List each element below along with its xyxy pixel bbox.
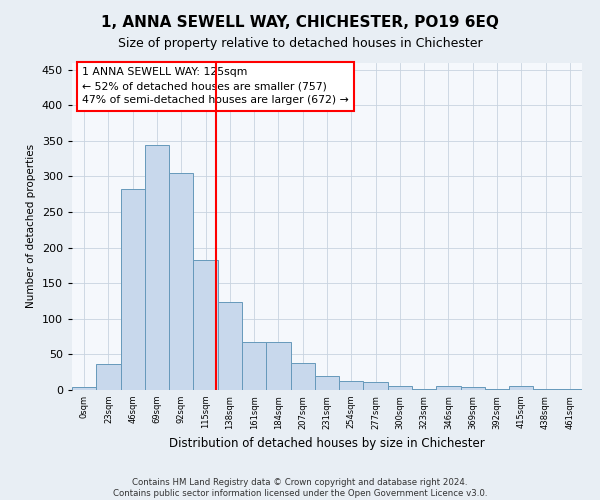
Bar	[193, 260, 218, 390]
Bar	[315, 376, 339, 390]
Bar	[339, 382, 364, 390]
Bar	[388, 386, 412, 390]
Bar	[461, 387, 485, 390]
Text: 1, ANNA SEWELL WAY, CHICHESTER, PO19 6EQ: 1, ANNA SEWELL WAY, CHICHESTER, PO19 6EQ	[101, 15, 499, 30]
Bar	[412, 388, 436, 390]
Bar	[218, 302, 242, 390]
Bar	[290, 363, 315, 390]
Bar	[121, 189, 145, 390]
Bar	[436, 386, 461, 390]
X-axis label: Distribution of detached houses by size in Chichester: Distribution of detached houses by size …	[169, 437, 485, 450]
Bar	[266, 342, 290, 390]
Bar	[509, 386, 533, 390]
Bar	[533, 388, 558, 390]
Text: Contains HM Land Registry data © Crown copyright and database right 2024.
Contai: Contains HM Land Registry data © Crown c…	[113, 478, 487, 498]
Bar	[485, 388, 509, 390]
Bar	[72, 387, 96, 390]
Bar	[96, 364, 121, 390]
Text: Size of property relative to detached houses in Chichester: Size of property relative to detached ho…	[118, 38, 482, 51]
Y-axis label: Number of detached properties: Number of detached properties	[26, 144, 36, 308]
Bar	[364, 382, 388, 390]
Bar	[242, 342, 266, 390]
Text: 1 ANNA SEWELL WAY: 125sqm
← 52% of detached houses are smaller (757)
47% of semi: 1 ANNA SEWELL WAY: 125sqm ← 52% of detac…	[82, 68, 349, 106]
Bar	[145, 145, 169, 390]
Bar	[558, 388, 582, 390]
Bar	[169, 173, 193, 390]
